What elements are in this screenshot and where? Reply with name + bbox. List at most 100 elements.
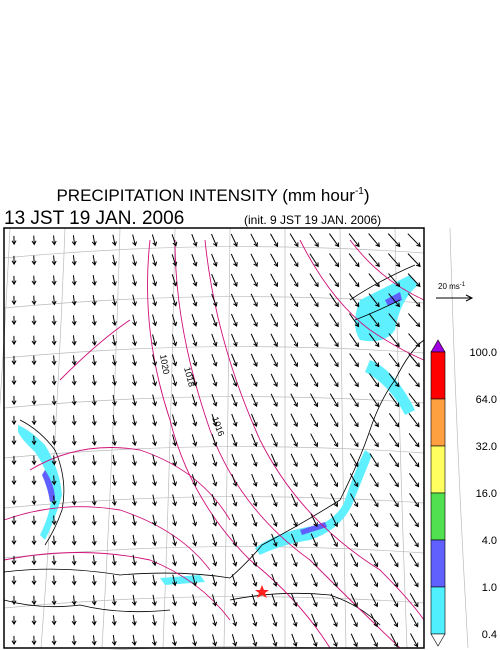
- wind-arrow: [131, 434, 137, 447]
- wind-arrow: [330, 553, 338, 568]
- wind-arrow: [51, 235, 57, 246]
- wind-arrow: [270, 353, 278, 368]
- wind-arrow: [388, 413, 400, 428]
- wind-arrow: [11, 635, 17, 646]
- wind-arrow: [349, 453, 359, 468]
- wind-arrow: [11, 415, 17, 426]
- wind-arrow: [231, 554, 238, 567]
- wind-arrow: [388, 293, 401, 308]
- wind-arrow: [11, 535, 17, 546]
- wind-arrow: [211, 393, 218, 407]
- wind-arrow: [231, 574, 238, 587]
- wind-arrow: [368, 333, 380, 348]
- wind-arrow: [390, 613, 399, 628]
- wind-arrow: [349, 373, 359, 388]
- wind-arrow: [329, 353, 339, 368]
- wind-arrow: [369, 453, 379, 468]
- coastlines: [3, 264, 425, 626]
- wind-arrow: [151, 594, 157, 607]
- wind-arrow: [270, 373, 278, 388]
- location-star: [255, 585, 269, 598]
- wind-arrow: [11, 375, 17, 386]
- wind-arrow: [91, 495, 97, 506]
- wind-arrow: [368, 293, 380, 308]
- wind-arrow: [51, 475, 57, 486]
- wind-arrow: [329, 393, 339, 408]
- wind-arrow: [231, 534, 238, 547]
- wind-arrow: [152, 294, 158, 307]
- wind-arrow: [309, 293, 319, 308]
- wind-arrow: [51, 375, 57, 386]
- wind-arrow: [111, 534, 117, 546]
- wind-arrow: [172, 494, 178, 507]
- wind-arrow: [329, 293, 339, 308]
- wind-arrow: [290, 373, 299, 388]
- wind-arrow: [408, 453, 420, 468]
- wind-arrow: [270, 233, 279, 248]
- wind-arrow: [191, 294, 198, 307]
- parallel: [3, 496, 425, 509]
- wind-arrow: [369, 413, 379, 428]
- wind-arrow: [310, 393, 319, 408]
- wind-arrow: [271, 613, 278, 627]
- wind-arrow: [51, 335, 57, 346]
- wind-arrow: [349, 473, 359, 488]
- wind-arrow: [51, 415, 57, 426]
- wind-arrow: [329, 413, 339, 428]
- wind-arrow: [132, 314, 137, 327]
- wind-arrow: [71, 435, 77, 446]
- wind-arrow: [368, 313, 380, 328]
- wind-arrow: [191, 354, 198, 367]
- wind-arrow: [389, 453, 399, 468]
- wind-arrow: [211, 373, 218, 387]
- wind-arrow: [349, 433, 359, 448]
- wind-arrow: [231, 594, 238, 607]
- wind-arrow: [11, 335, 17, 346]
- wind-arrow: [91, 635, 97, 646]
- wind-arrow: [310, 573, 318, 588]
- wind-arrow: [51, 635, 57, 646]
- wind-arrow: [71, 275, 77, 286]
- wind-arrow: [132, 274, 137, 287]
- wind-arrow: [290, 433, 298, 448]
- wind-arrow: [330, 533, 338, 548]
- wind-arrow: [270, 473, 278, 488]
- wind-arrow: [211, 534, 218, 547]
- wind-arrow: [51, 395, 57, 406]
- wind-arrow: [310, 493, 318, 508]
- valid-time: 13 JST 19 JAN. 2006: [4, 208, 184, 229]
- wind-arrow: [350, 533, 359, 548]
- wind-arrow: [271, 533, 278, 547]
- wind-arrow: [211, 594, 218, 607]
- wind-arrow: [31, 515, 37, 526]
- wind-arrow: [250, 253, 258, 268]
- wind-arrow: [348, 233, 360, 248]
- wind-arrow: [71, 595, 77, 606]
- wind-arrow: [51, 515, 57, 526]
- wind-arrow: [192, 534, 198, 547]
- wind-arrow: [91, 314, 97, 326]
- wind-arrow: [370, 593, 379, 608]
- wind-arrow: [349, 393, 359, 408]
- wind-arrow: [271, 573, 278, 587]
- wind-arrow: [409, 573, 419, 588]
- wind-arrow: [51, 315, 57, 326]
- wind-arrow: [172, 474, 178, 487]
- wind-arrow: [171, 274, 178, 287]
- wind-arrow: [289, 233, 299, 248]
- wind-arrow: [270, 453, 278, 468]
- wind-arrow: [151, 554, 157, 567]
- wind-arrow: [231, 513, 238, 527]
- wind-arrow: [291, 633, 298, 647]
- wind-arrow: [251, 533, 258, 547]
- wind-arrow: [31, 355, 37, 366]
- wind-arrow: [111, 334, 117, 347]
- wind-arrow: [191, 274, 198, 287]
- colorbar-segment: [430, 539, 446, 588]
- meridian: [0, 227, 11, 409]
- wind-arrow: [71, 615, 77, 626]
- wind-arrow: [91, 575, 97, 586]
- wind-arrow: [290, 353, 299, 368]
- wind-arrow: [171, 334, 178, 347]
